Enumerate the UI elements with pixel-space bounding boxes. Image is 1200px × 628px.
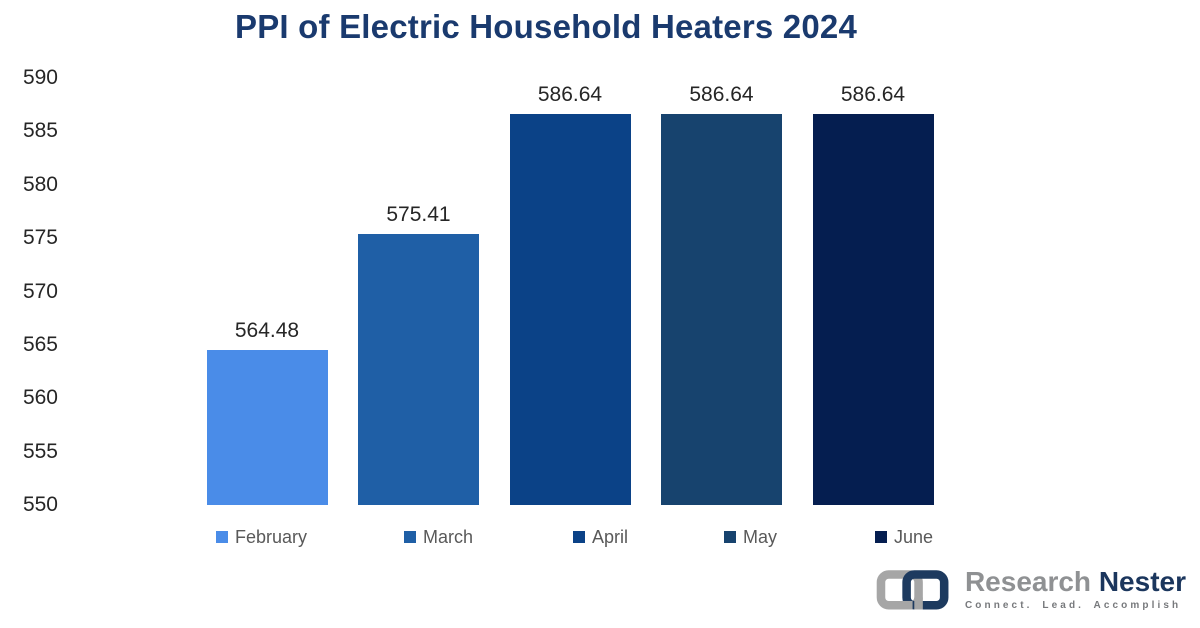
brand-name-nester: Nester (1098, 566, 1186, 597)
y-axis-tick-label: 570 (22, 279, 58, 303)
bar-value-label-april: 586.64 (537, 82, 603, 106)
brand-name-research: Research (964, 566, 1092, 597)
bar-value-label-march: 575.41 (386, 202, 451, 226)
brand-tagline: Connect. Lead. Accomplish (964, 600, 1182, 611)
brand-name: Research Nester (965, 567, 1186, 597)
legend-label-april: April (592, 526, 629, 547)
bar-march (358, 233, 479, 505)
y-axis-tick-label: 580 (22, 172, 58, 196)
bar-value-label-february: 564.48 (234, 319, 300, 343)
legend-swatch-february (216, 531, 228, 543)
bar-may (661, 113, 782, 505)
brand-logo: Research Nester Connect. Lead. Accomplis… (875, 560, 1186, 618)
legend-label-june: June (894, 526, 934, 547)
y-axis-tick-label: 590 (22, 66, 58, 89)
legend-swatch-march (404, 531, 416, 543)
bar-june (812, 113, 934, 505)
y-axis-tick-label: 585 (22, 119, 58, 143)
legend-label-march: March (423, 526, 474, 547)
legend-swatch-april (573, 531, 585, 543)
bar-value-label-june: 586.64 (840, 82, 906, 106)
legend-item-may: May (724, 522, 777, 552)
y-axis-tick-label: 565 (22, 332, 58, 356)
legend-label-may: May (743, 526, 778, 547)
bar-april (509, 113, 631, 505)
y-axis-tick-label: 550 (22, 493, 58, 516)
bar-february (206, 350, 328, 505)
legend-label-february: February (235, 526, 308, 547)
y-axis-tick-label: 555 (22, 439, 58, 463)
y-axis-tick-label: 560 (22, 386, 58, 410)
y-axis-tick-label: 575 (22, 226, 58, 250)
bar-value-label-may: 586.64 (689, 82, 754, 106)
legend-item-february: February (216, 522, 307, 552)
chart-title: PPI of Electric Household Heaters 2024 (235, 8, 857, 45)
legend-item-april: April (573, 522, 628, 552)
legend-swatch-june (875, 531, 887, 543)
chain-links-icon (876, 570, 949, 610)
brand-text: Research Nester Connect. Lead. Accomplis… (964, 567, 1186, 612)
legend-item-march: March (404, 522, 473, 552)
legend-swatch-may (724, 531, 736, 543)
legend-item-june: June (875, 522, 933, 552)
